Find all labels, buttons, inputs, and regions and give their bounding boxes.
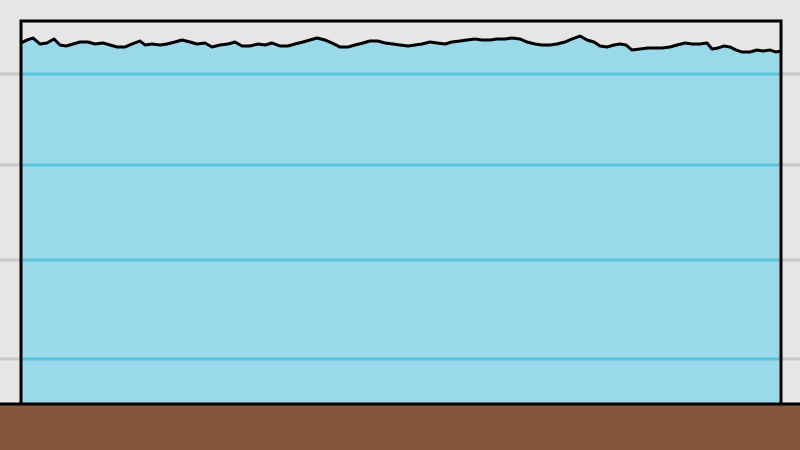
- ground: [0, 404, 800, 450]
- water-body: [21, 36, 781, 406]
- water-surface: [19, 34, 783, 54]
- water-gridlines: [21, 72, 781, 361]
